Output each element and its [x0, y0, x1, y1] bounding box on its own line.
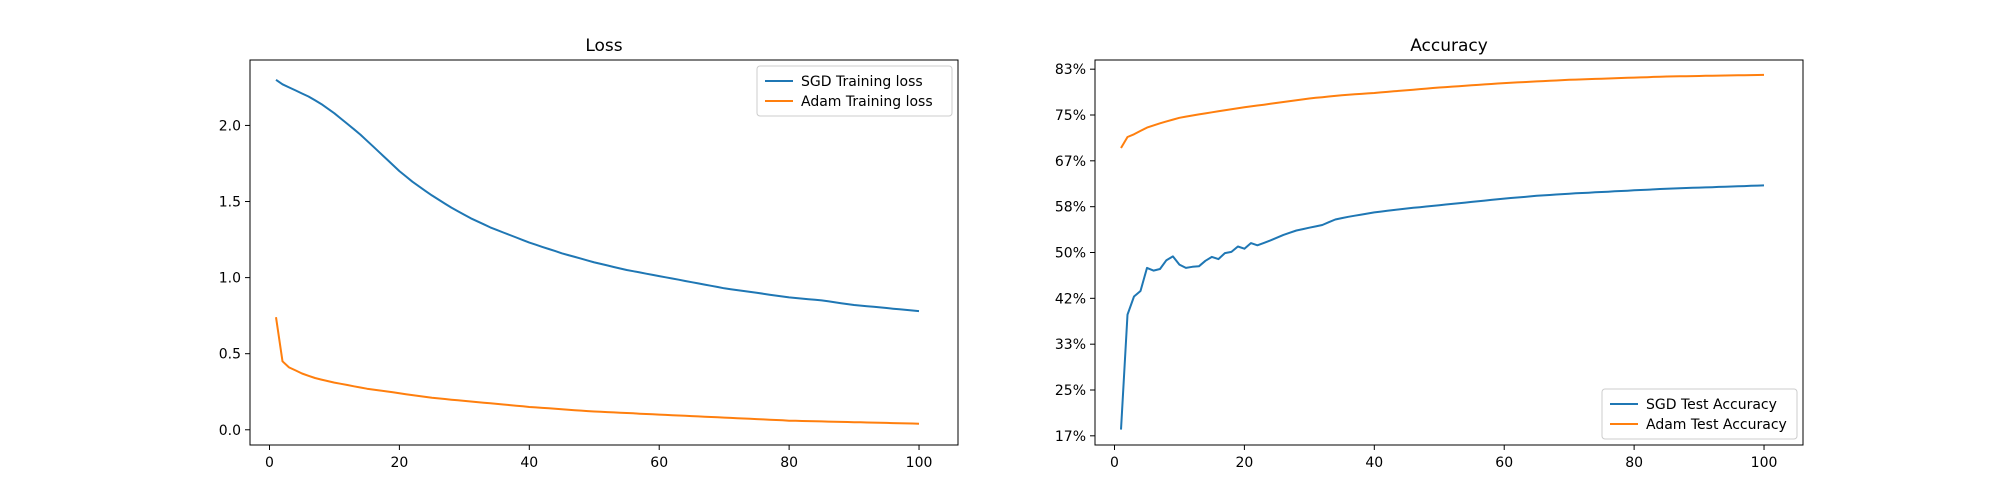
chart-title: Loss	[585, 36, 622, 56]
legend-label: SGD Test Accuracy	[1646, 397, 1777, 413]
legend-label: Adam Test Accuracy	[1646, 417, 1787, 433]
legend-box	[1601, 388, 1798, 440]
y-tick-label: 1.0	[219, 271, 241, 287]
y-tick-label: 0.0	[219, 423, 241, 439]
y-tick-label: 42%	[1055, 291, 1086, 307]
x-tick-label: 60	[650, 455, 668, 471]
y-tick-label: 17%	[1055, 429, 1086, 445]
x-tick-label: 100	[1751, 455, 1778, 471]
series-line-1	[275, 78, 920, 313]
axes-frame	[249, 59, 959, 446]
x-tick-label: 20	[1235, 455, 1253, 471]
series-line-2	[1120, 73, 1765, 149]
y-tick-label: 58%	[1055, 200, 1086, 216]
y-tick-label: 83%	[1055, 62, 1086, 78]
chart-1: Loss 0 20 40 60 80 100 0.0 0.5 1.0 1.5 2.0 SGD Train…	[219, 36, 959, 471]
y-tick-label: 67%	[1055, 154, 1086, 170]
legend: SGD Test Accuracy Adam Test Accuracy	[1601, 388, 1798, 440]
y-tick-label: 0.5	[219, 347, 241, 363]
x-tick-label: 60	[1495, 455, 1513, 471]
x-tick-label: 0	[1110, 455, 1119, 471]
legend-label: Adam Training loss	[801, 94, 933, 110]
x-tick-label: 0	[265, 455, 274, 471]
series-line-1	[1120, 184, 1765, 430]
y-tick-label: 25%	[1055, 383, 1086, 399]
y-tick-label: 75%	[1055, 108, 1086, 124]
chart-2: Accuracy 0 20 40 60 80 100 17% 25% 33% 42% 50% 58% 67…	[1055, 36, 1804, 471]
legend-label: SGD Training loss	[801, 74, 923, 90]
y-tick-label: 1.5	[219, 195, 241, 211]
x-tick-label: 80	[780, 455, 798, 471]
x-tick-label: 20	[390, 455, 408, 471]
chart-title: Accuracy	[1410, 36, 1488, 56]
x-tick-label: 40	[1365, 455, 1383, 471]
x-tick-label: 40	[520, 455, 538, 471]
legend-box	[756, 65, 953, 117]
x-tick-label: 100	[906, 455, 933, 471]
y-tick-label: 2.0	[219, 118, 241, 134]
x-tick-label: 80	[1625, 455, 1643, 471]
legend: SGD Training loss Adam Training loss	[756, 65, 953, 117]
axes-frame	[1094, 59, 1804, 446]
y-tick-label: 33%	[1055, 337, 1086, 353]
y-tick-label: 50%	[1055, 246, 1086, 262]
series-line-2	[275, 317, 920, 425]
